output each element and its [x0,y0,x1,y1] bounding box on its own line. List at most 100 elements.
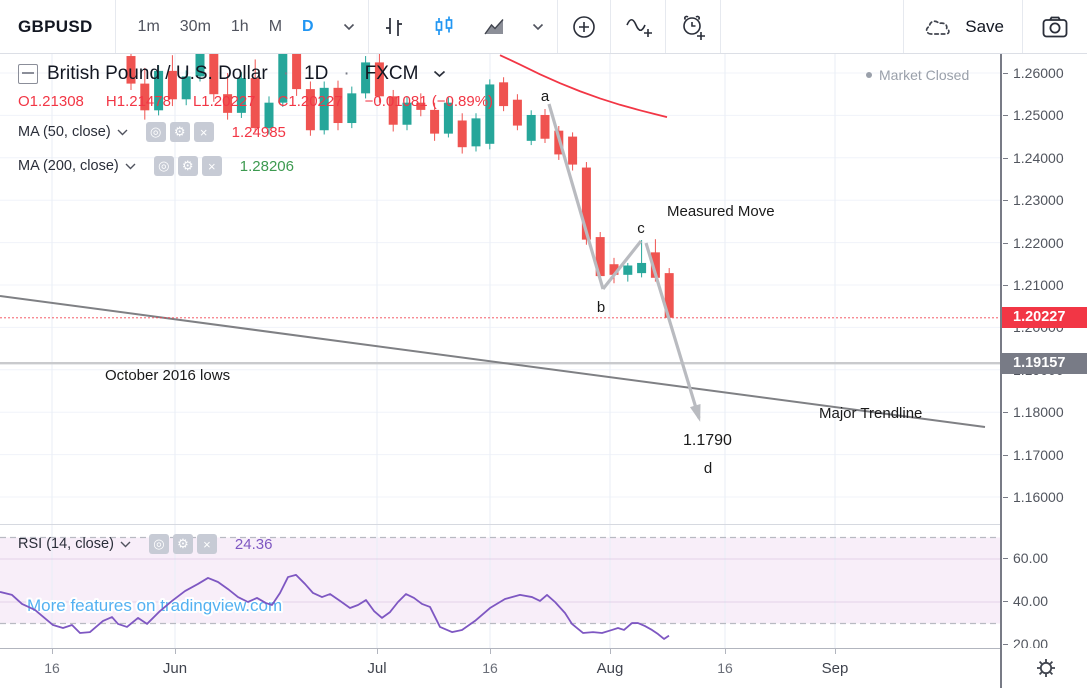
axis-corner [1000,648,1087,688]
bars-chart-icon [385,17,402,36]
time-label-aug: Aug [596,660,624,677]
candle-body [485,84,495,144]
interval-chevron-button[interactable] [330,0,368,53]
timeframe-button-1m[interactable]: 1m [128,0,170,53]
alert-add-icon [682,15,705,40]
price-axis[interactable]: 1.26000 1.25000 1.24000 1.23000 1.22000 1.210… [1000,53,1087,652]
time-axis[interactable]: 16 Jun Jul 16 Aug 16 Sep [0,648,1087,688]
chevron-down-icon[interactable] [433,70,446,78]
ma50-line [499,54,668,118]
area-style-button[interactable] [469,0,519,53]
time-label-jul: Jul [367,660,387,677]
candle-body [292,53,302,90]
indicators-button[interactable] [611,0,665,53]
candle-body [623,265,633,275]
candle-body [443,102,453,134]
candle-body [361,62,371,94]
symbol-title: British Pound / U.S. Dollar [47,63,268,84]
rsi-label: RSI (14, close) [18,536,114,552]
candle-body [374,62,384,97]
save-button[interactable]: Save [904,0,1022,53]
candle-body [278,53,288,103]
cloud-save-icon [926,19,950,35]
hide-indicator-icon[interactable]: ◎ [145,122,166,142]
indicator-settings-icon[interactable]: ⚙ [177,156,198,176]
candle-body [581,167,591,240]
legend-separator: · [282,63,290,84]
style-chevron-button[interactable] [519,0,557,53]
rsi-value: 24.36 [234,535,273,553]
chevron-down-icon[interactable] [125,163,136,170]
ma50-value: 1.24985 [231,123,286,141]
tradingview-watermark-link[interactable]: More features on tradingview.com [25,594,284,617]
chevron-down-icon[interactable] [120,541,131,548]
price-tick-label: 1.21000 [1003,277,1064,293]
timeframe-button-d[interactable]: D [292,0,324,53]
remove-indicator-icon[interactable]: × [193,122,214,142]
chart-annotation: Major Trendline [819,405,922,422]
indicator-buttons: ◎ ⚙ × [148,534,217,554]
indicator-settings-icon[interactable]: ⚙ [169,122,190,142]
chart-annotation: d [704,460,712,477]
price-tick-label: 1.17000 [1003,446,1064,463]
remove-indicator-icon[interactable]: × [201,156,222,176]
rsi-tick-label: 60.00 [1002,550,1049,566]
ohlc-readout: O1.21308 H1.21478 L1.20227 C1.20227 −0.0… [18,93,493,110]
symbol-button[interactable]: GBPUSD [18,16,93,36]
chevron-down-icon [343,23,354,30]
rsi-tick-label: 40.00 [1002,593,1049,609]
candle-body [664,273,674,318]
hide-indicator-icon[interactable]: ◎ [153,156,174,176]
candle-body [512,99,522,126]
save-button-label: Save [965,16,1004,36]
candle-body [140,83,150,111]
ohlc-close: C1.20227 [277,93,343,110]
time-tick [377,649,378,654]
price-tick-label: 1.25000 [1003,107,1064,124]
toolbar-separator [719,0,721,53]
main-price-pane[interactable]: a b c d Measured Move October 2016 lows 1.1790… [0,53,1000,524]
symbol-interval: 1D [304,63,329,84]
time-tick [725,649,726,654]
candle-body [457,120,467,148]
ohlc-open: O1.21308 [18,93,84,110]
timeframe-button-1h[interactable]: 1h [221,0,259,53]
time-tick [175,649,176,654]
toolbar-separator [664,0,666,53]
ma200-value: 1.28206 [239,157,294,175]
measured-move-arrow[interactable] [547,103,605,290]
compare-add-icon [572,15,595,38]
timeframe-button-m[interactable]: M [259,0,292,53]
chevron-down-icon[interactable] [117,129,128,136]
rsi-line [0,574,670,640]
area-chart-icon [484,18,504,34]
timeframe-button-30m[interactable]: 30m [170,0,221,53]
compare-button[interactable] [558,0,610,53]
ohlc-low: L1.20227 [192,93,256,110]
axis-settings-sun-icon[interactable] [1033,655,1059,681]
indicator-buttons: ◎ ⚙ × [145,122,214,142]
snapshot-button[interactable] [1023,0,1087,53]
market-status-label: Market Closed [879,67,970,83]
hide-indicator-icon[interactable]: ◎ [148,534,169,554]
indicator-settings-icon[interactable]: ⚙ [172,534,193,554]
indicators-icon [625,18,652,37]
remove-indicator-icon[interactable]: × [196,534,217,554]
toolbar-separator [556,0,558,53]
collapse-legend-icon[interactable] [18,64,38,84]
alert-button[interactable] [666,0,720,53]
time-label-16: 16 [44,660,60,676]
candle-body [195,53,205,77]
timeframe-group: 1m 30m 1h M D [116,0,330,53]
top-toolbar: GBPUSD 1m 30m 1h M D [0,0,1087,54]
toolbar-spacer [721,0,904,53]
candles-style-button[interactable] [419,0,469,53]
symbol-exchange: FXCM [364,63,419,84]
bars-style-button[interactable] [369,0,419,53]
measured-move-arrow[interactable] [644,242,701,419]
candle-body [154,70,164,111]
time-label-16: 16 [717,660,733,676]
snapshot-camera-icon [1042,16,1068,37]
measured-move-arrow[interactable] [601,240,643,290]
time-label-sep: Sep [821,660,849,677]
